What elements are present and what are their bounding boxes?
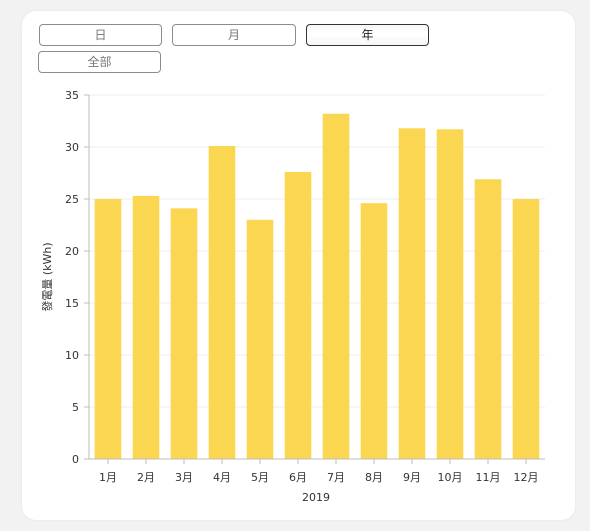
bar	[284, 171, 312, 459]
bar	[246, 219, 274, 459]
y-tick-label: 5	[72, 401, 79, 414]
x-tick-label: 6月	[289, 471, 307, 484]
x-tick-label: 7月	[327, 471, 345, 484]
bar	[474, 179, 502, 460]
axes	[88, 95, 545, 460]
x-tick-label: 4月	[213, 471, 231, 484]
x-tick-label: 10月	[438, 471, 463, 484]
y-tick-labels: 0 5 10 15 20 25 30 35	[65, 89, 79, 466]
x-tick-label: 12月	[514, 471, 539, 484]
x-tick-label: 2月	[137, 471, 155, 484]
x-tick-label: 1月	[99, 471, 117, 484]
x-axis-title: 2019	[302, 491, 330, 504]
y-tick-label: 20	[65, 245, 79, 258]
x-tick-label: 8月	[365, 471, 383, 484]
x-tick-labels: 1月 2月 3月 4月 5月 6月 7月 8月 9月 10月 11月 12月	[99, 459, 539, 484]
x-tick-label: 5月	[251, 471, 269, 484]
bar	[360, 203, 388, 459]
bar	[208, 145, 236, 459]
tab-year[interactable]: 年	[306, 24, 429, 46]
x-tick-label: 3月	[175, 471, 193, 484]
bars	[94, 113, 540, 460]
y-tick-label: 15	[65, 297, 79, 310]
x-tick-label: 11月	[476, 471, 501, 484]
y-axis-title: 發電量 (kWh)	[40, 242, 54, 311]
x-tick-label: 9月	[403, 471, 421, 484]
bar	[132, 195, 160, 459]
bar	[512, 199, 540, 459]
tab-day[interactable]: 日	[39, 24, 162, 46]
y-tick-label: 25	[65, 193, 79, 206]
y-tick-label: 10	[65, 349, 79, 362]
grid-lines	[84, 94, 545, 460]
y-tick-label: 30	[65, 141, 79, 154]
bar	[94, 199, 122, 459]
bar	[398, 128, 426, 459]
y-tick-label: 35	[65, 89, 79, 102]
y-tick-label: 0	[72, 453, 79, 466]
tab-month[interactable]: 月	[172, 24, 296, 46]
bar	[436, 129, 464, 459]
tab-all[interactable]: 全部	[38, 51, 161, 73]
bar	[322, 113, 350, 459]
bar	[170, 208, 198, 459]
